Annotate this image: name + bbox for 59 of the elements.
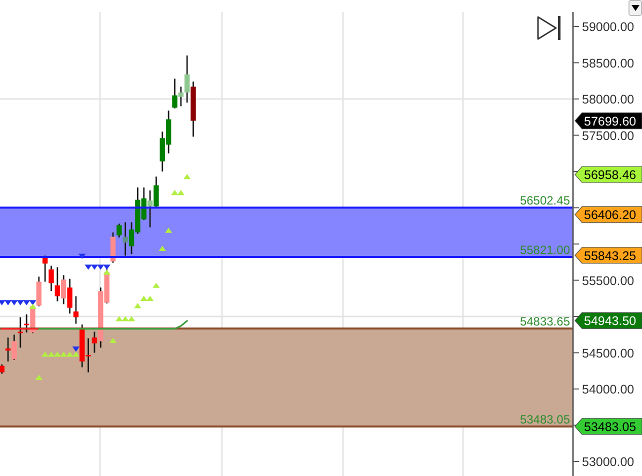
- candlestick: [92, 331, 98, 354]
- candlestick: [42, 254, 48, 282]
- point: [29, 304, 36, 309]
- point: [10, 300, 18, 306]
- point: [109, 338, 117, 344]
- candlestick: [178, 86, 184, 107]
- candlestick: [116, 223, 122, 238]
- point: [97, 264, 104, 270]
- point: [134, 303, 142, 308]
- candlestick: [73, 296, 79, 324]
- candlestick: [48, 265, 54, 292]
- candlestick: [122, 222, 128, 256]
- candlestick: [12, 334, 17, 361]
- point: [122, 316, 129, 322]
- y-tick-label: 55500.00: [582, 274, 634, 288]
- point: [78, 254, 86, 259]
- point: [84, 264, 92, 270]
- point: [152, 282, 160, 288]
- point: [116, 316, 123, 322]
- candlestick: [18, 316, 23, 348]
- point: [35, 374, 42, 380]
- y-tick-label: 59000.00: [582, 20, 634, 34]
- candlestick: [184, 54, 190, 104]
- point: [48, 352, 55, 357]
- y-tick-label: 58500.00: [582, 56, 634, 70]
- y-tick-label: 53000.00: [582, 455, 634, 469]
- candlestick: [154, 176, 159, 208]
- text: 54943.50: [584, 314, 636, 328]
- text: 56406.20: [584, 208, 636, 222]
- candlestick: [172, 78, 178, 110]
- ref-line-label: 53483.05: [520, 412, 570, 426]
- ref-line-label: 54833.65: [520, 314, 570, 329]
- candlestick: [67, 278, 72, 314]
- point: [177, 190, 185, 196]
- y-tick-label: 57500.00: [582, 128, 634, 143]
- candlestick: [147, 190, 153, 228]
- point: [103, 270, 110, 275]
- text: 56958.46: [584, 168, 636, 182]
- point: [171, 190, 178, 196]
- point: [158, 246, 166, 251]
- candlestick: [54, 266, 60, 302]
- point: [183, 174, 191, 180]
- text: 53483.05: [584, 420, 636, 434]
- point: [66, 352, 74, 357]
- point: [16, 300, 24, 306]
- ref-line-label: 55821.00: [520, 242, 570, 257]
- candlestick: [0, 364, 4, 374]
- candlestick: [61, 274, 66, 305]
- y-tick-label: 54500.00: [582, 346, 634, 360]
- text: 57699.60: [584, 114, 636, 128]
- y-tick-label: 54000.00: [582, 382, 634, 396]
- point: [29, 300, 36, 306]
- ref-line-label: 56502.45: [520, 194, 570, 208]
- point: [60, 352, 68, 357]
- point: [140, 296, 148, 301]
- text: 55843.25: [584, 248, 636, 263]
- candlestick: [36, 276, 42, 308]
- y-tick-label: 58000.00: [582, 92, 634, 106]
- point: [103, 264, 110, 270]
